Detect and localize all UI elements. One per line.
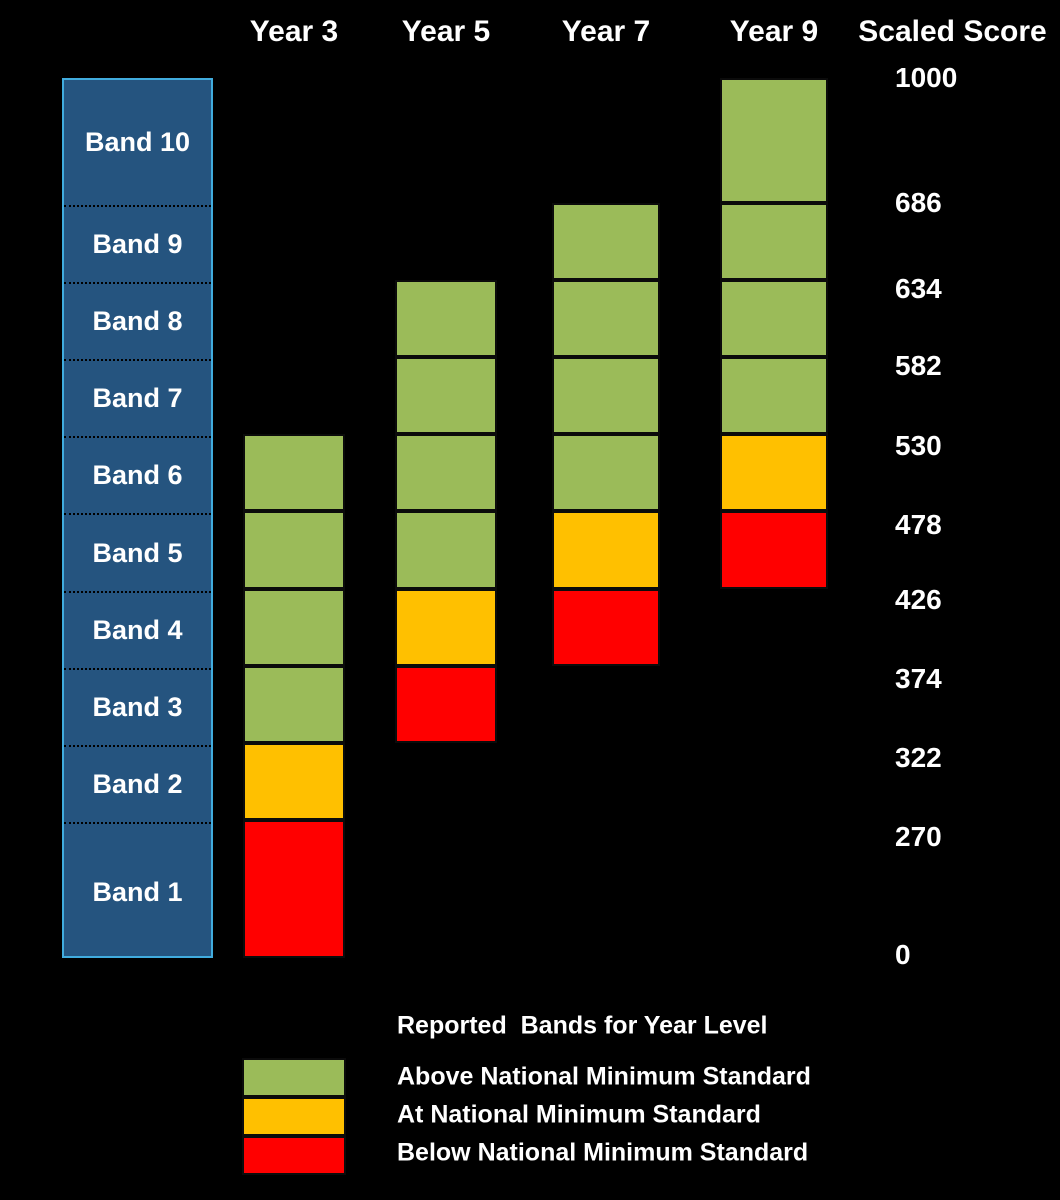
scaled-score-tick-374: 374	[895, 663, 942, 694]
scaled-score-tick-322: 322	[895, 742, 942, 773]
scaled-score-tick-1000: 1000	[895, 62, 958, 93]
year7-band8-cell-above	[552, 280, 660, 357]
band-label-column: Band 10 Band 9 Band 8 Band 7 Band 6 Band…	[62, 78, 213, 958]
band-row-1: Band 1	[64, 822, 211, 960]
scaled-score-tick-478: 478	[895, 509, 942, 540]
year7-band9-cell-above	[552, 203, 660, 280]
year3-band4-cell-above	[243, 589, 345, 666]
band-label: Band 2	[92, 769, 183, 799]
year5-band4-cell-at	[395, 589, 497, 666]
year3-band3-cell-above	[243, 666, 345, 743]
year5-band7-cell-above	[395, 357, 497, 434]
band-row-3: Band 3	[64, 668, 211, 745]
year7-band7-cell-above	[552, 357, 660, 434]
year7-band4-cell-below	[552, 589, 660, 666]
column-header-year5: Year 5	[401, 15, 491, 48]
band-row-9: Band 9	[64, 205, 211, 282]
scaled-score-tick-686: 686	[895, 187, 942, 218]
year5-band3-cell-below	[395, 666, 497, 743]
band-label: Band 1	[92, 876, 183, 907]
band-row-6: Band 6	[64, 436, 211, 513]
year9-band6-cell-at	[720, 434, 828, 511]
year3-band6-cell-above	[243, 434, 345, 511]
year3-band2-cell-at	[243, 743, 345, 820]
band-label: Band 3	[92, 692, 183, 722]
year5-band6-cell-above	[395, 434, 497, 511]
band-label: Band 4	[92, 615, 183, 645]
band-label: Band 7	[92, 383, 183, 413]
band-row-2: Band 2	[64, 745, 211, 822]
year9-band9-cell-above	[720, 203, 828, 280]
scaled-score-tick-634: 634	[895, 273, 942, 304]
column-header-year9: Year 9	[729, 15, 819, 48]
legend-label-below: Below National Minimum Standard	[397, 1138, 809, 1167]
year9-band7-cell-above	[720, 357, 828, 434]
legend-label-above: Above National Minimum Standard	[397, 1062, 811, 1091]
legend-swatch-below	[242, 1136, 346, 1175]
year3-band1-cell-below	[243, 820, 345, 958]
band-row-5: Band 5	[64, 513, 211, 591]
column-header-year7: Year 7	[561, 15, 651, 48]
column-header-year3: Year 3	[249, 15, 339, 48]
scaled-score-tick-270: 270	[895, 821, 942, 852]
year7-band5-cell-at	[552, 511, 660, 589]
band-label: Band 10	[84, 127, 191, 157]
year5-band5-cell-above	[395, 511, 497, 589]
band-row-7: Band 7	[64, 359, 211, 436]
legend-label-at: At National Minimum Standard	[397, 1100, 761, 1129]
band-row-8: Band 8	[64, 282, 211, 359]
legend-title: Reported Bands for Year Level	[397, 1011, 768, 1040]
year9-band8-cell-above	[720, 280, 828, 357]
band-row-10: Band 10	[64, 80, 211, 205]
band-label: Band 5	[92, 537, 183, 568]
band-label: Band 8	[92, 306, 183, 336]
year7-band6-cell-above	[552, 434, 660, 511]
scaled-score-tick-426: 426	[895, 584, 942, 615]
year3-band5-cell-above	[243, 511, 345, 589]
year5-band8-cell-above	[395, 280, 497, 357]
year9-band10-cell-above	[720, 78, 828, 203]
scaled-score-tick-582: 582	[895, 350, 942, 381]
band-label: Band 6	[92, 460, 183, 490]
legend-swatch-at	[242, 1097, 346, 1136]
band-row-4: Band 4	[64, 591, 211, 668]
year9-band5-cell-below	[720, 511, 828, 589]
legend-swatch-above	[242, 1058, 346, 1097]
column-header-scaled-score: Scaled Score	[858, 15, 1047, 48]
scaled-score-tick-0: 0	[895, 939, 911, 970]
scaled-score-tick-530: 530	[895, 430, 942, 461]
band-label: Band 9	[92, 229, 183, 259]
